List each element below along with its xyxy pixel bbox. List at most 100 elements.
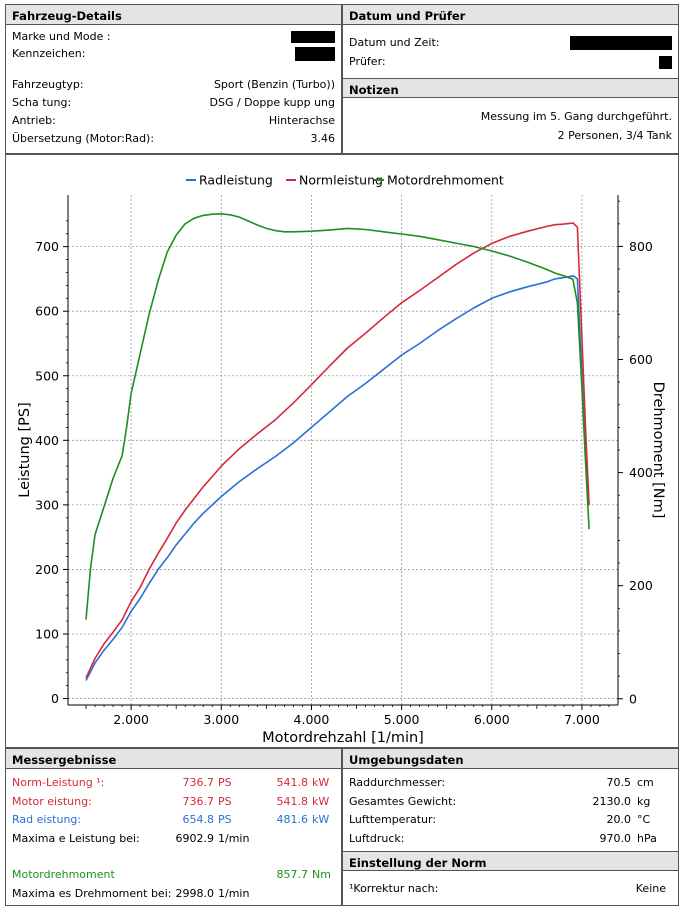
- norm-power-kw: 541.8: [276, 776, 309, 789]
- air-temp-unit: °C: [637, 813, 651, 826]
- correction-value: Keine: [635, 882, 666, 895]
- air-temp-value: 20.0: [606, 813, 632, 826]
- air-pressure-value: 970.0: [599, 832, 632, 845]
- y-tick-label: 500: [35, 368, 59, 383]
- air-temp-label: Lufttemperatur:: [349, 813, 437, 826]
- x-tick-label: 3.000: [203, 712, 239, 727]
- vehicle-gearbox-label: Scha tung:: [12, 96, 72, 109]
- x-axis-label: Motordrehzahl [1/min]: [262, 730, 424, 746]
- notes-line-2: 2 Personen, 3/4 Tank: [349, 128, 672, 144]
- motor-power-kw-unit: kW: [312, 795, 330, 808]
- notes-text-1: Messung im 5. Gang durchgeführt.: [480, 110, 672, 123]
- norm-power-label: Norm-Leistung ¹:: [12, 776, 105, 789]
- norm-settings-header: Einstellung der Norm: [343, 851, 678, 871]
- norm-power-ps: 736.7: [182, 776, 215, 789]
- vehicle-plate-value: [295, 46, 335, 62]
- vehicle-details-panel: Fahrzeug-Details Marke und Mode : Kennze…: [5, 4, 342, 154]
- vehicle-plate-label: Kennzeichen:: [12, 47, 86, 60]
- results-header: Messergebnisse: [6, 749, 341, 769]
- x-tick-label: 5.000: [384, 712, 420, 727]
- y-tick-label: 100: [35, 626, 59, 641]
- max-torque-rpm-unit: 1/min: [218, 887, 250, 900]
- y2-tick-label: 200: [629, 578, 653, 593]
- torque-label: Motordrehmoment: [12, 868, 115, 881]
- environment-panel: Umgebungsdaten Raddurchmesser: 70.5 cm G…: [342, 748, 679, 906]
- correction-label: ¹Korrektur nach:: [349, 882, 439, 895]
- torque-value: 857.7: [276, 868, 309, 881]
- total-weight-unit: kg: [637, 795, 651, 808]
- wheel-power-ps: 654.8: [182, 813, 215, 826]
- x-tick-label: 2.000: [113, 712, 149, 727]
- wheel-power-kw: 481.6: [276, 813, 309, 826]
- series-line-0: [85, 275, 590, 681]
- vehicle-drive-label: Antrieb:: [12, 114, 56, 127]
- x-tick-label: 6.000: [474, 712, 510, 727]
- vehicle-drive-value: Hinterachse: [268, 114, 335, 127]
- max-torque-rpm-value: 2998.0: [175, 887, 215, 900]
- redacted-block: [291, 31, 335, 43]
- environment-header: Umgebungsdaten: [343, 749, 678, 769]
- vehicle-ratio-value: 3.46: [310, 132, 336, 145]
- motor-power-ps: 736.7: [182, 795, 215, 808]
- series-line-2: [85, 212, 590, 620]
- wheel-diameter-label: Raddurchmesser:: [349, 776, 446, 789]
- motor-power-ps-unit: PS: [218, 795, 232, 808]
- total-weight-value: 2130.0: [592, 795, 632, 808]
- vehicle-ratio-label: Übersetzung (Motor:Rad):: [12, 132, 155, 145]
- max-power-rpm-value: 6902.9: [175, 832, 215, 845]
- legend-label-2: Motordrehmoment: [387, 173, 504, 188]
- wheel-power-label: Rad eistung:: [12, 813, 82, 826]
- torque-unit: Nm: [312, 868, 331, 881]
- y-tick-label: 600: [35, 304, 59, 319]
- motor-power-kw: 541.8: [276, 795, 309, 808]
- datetime-value: [570, 35, 672, 51]
- x-tick-label: 7.000: [564, 712, 600, 727]
- air-pressure-label: Luftdruck:: [349, 832, 405, 845]
- datetime-row: Datum und Zeit:: [349, 35, 672, 51]
- vehicle-type-row: Fahrzeugtyp: Sport (Benzin (Turbo)): [12, 77, 335, 93]
- wheel-diameter-value: 70.5: [606, 776, 632, 789]
- datetime-label: Datum und Zeit:: [349, 36, 440, 49]
- redacted-block: [570, 36, 672, 50]
- vehicle-type-value: Sport (Benzin (Turbo)): [213, 78, 335, 91]
- y2-tick-label: 0: [629, 691, 637, 706]
- notes-text-2: 2 Personen, 3/4 Tank: [557, 129, 672, 142]
- norm-power-ps-unit: PS: [218, 776, 232, 789]
- vehicle-gearbox-row: Scha tung: DSG / Doppe kupp ung: [12, 95, 335, 111]
- y2-tick-label: 800: [629, 239, 653, 254]
- vehicle-gearbox-value: DSG / Doppe kupp ung: [209, 96, 336, 109]
- vehicle-drive-row: Antrieb: Hinterachse: [12, 113, 335, 129]
- vehicle-ratio-row: Übersetzung (Motor:Rad): 3.46: [12, 131, 335, 147]
- redacted-block: [659, 55, 672, 69]
- vehicle-make-label: Marke und Mode :: [12, 30, 111, 43]
- norm-power-kw-unit: kW: [312, 776, 330, 789]
- wheel-diameter-unit: cm: [637, 776, 654, 789]
- total-weight-label: Gesamtes Gewicht:: [349, 795, 457, 808]
- notes-line-1: Messung im 5. Gang durchgeführt.: [349, 109, 672, 125]
- y-tick-label: 0: [51, 691, 59, 706]
- y2-tick-label: 400: [629, 465, 653, 480]
- y2-axis-label: Drehmoment [Nm]: [650, 382, 666, 519]
- vehicle-make-value: [291, 29, 335, 45]
- date-inspector-panel: Datum und Prüfer Datum und Zeit: Prüfer:…: [342, 4, 679, 154]
- inspector-row: Prüfer:: [349, 54, 672, 70]
- vehicle-make-row: Marke und Mode :: [12, 29, 335, 45]
- x-tick-label: 4.000: [294, 712, 330, 727]
- air-pressure-unit: hPa: [637, 832, 657, 845]
- max-torque-rpm-label: Maxima es Drehmoment bei:: [12, 887, 172, 900]
- chart-panel: 2.000 3.000 4.000 5.000 6.000 7.000 0 100 200 300…: [5, 154, 679, 748]
- motor-power-label: Motor eistung:: [12, 795, 92, 808]
- y-tick-label: 400: [35, 433, 59, 448]
- y-tick-label: 300: [35, 497, 59, 512]
- inspector-value: [659, 54, 672, 70]
- max-power-rpm-label: Maxima e Leistung bei:: [12, 832, 140, 845]
- results-panel: Messergebnisse Norm-Leistung ¹: 736.7 PS…: [5, 748, 342, 906]
- y-tick-label: 700: [35, 239, 59, 254]
- wheel-power-ps-unit: PS: [218, 813, 232, 826]
- notes-header: Notizen: [343, 78, 678, 98]
- inspector-label: Prüfer:: [349, 55, 386, 68]
- y-axis-label: Leistung [PS]: [17, 402, 33, 497]
- vehicle-type-label: Fahrzeugtyp:: [12, 78, 84, 91]
- dyno-chart: 2.000 3.000 4.000 5.000 6.000 7.000 0 100 200 300…: [17, 173, 666, 747]
- series-line-1: [85, 222, 590, 679]
